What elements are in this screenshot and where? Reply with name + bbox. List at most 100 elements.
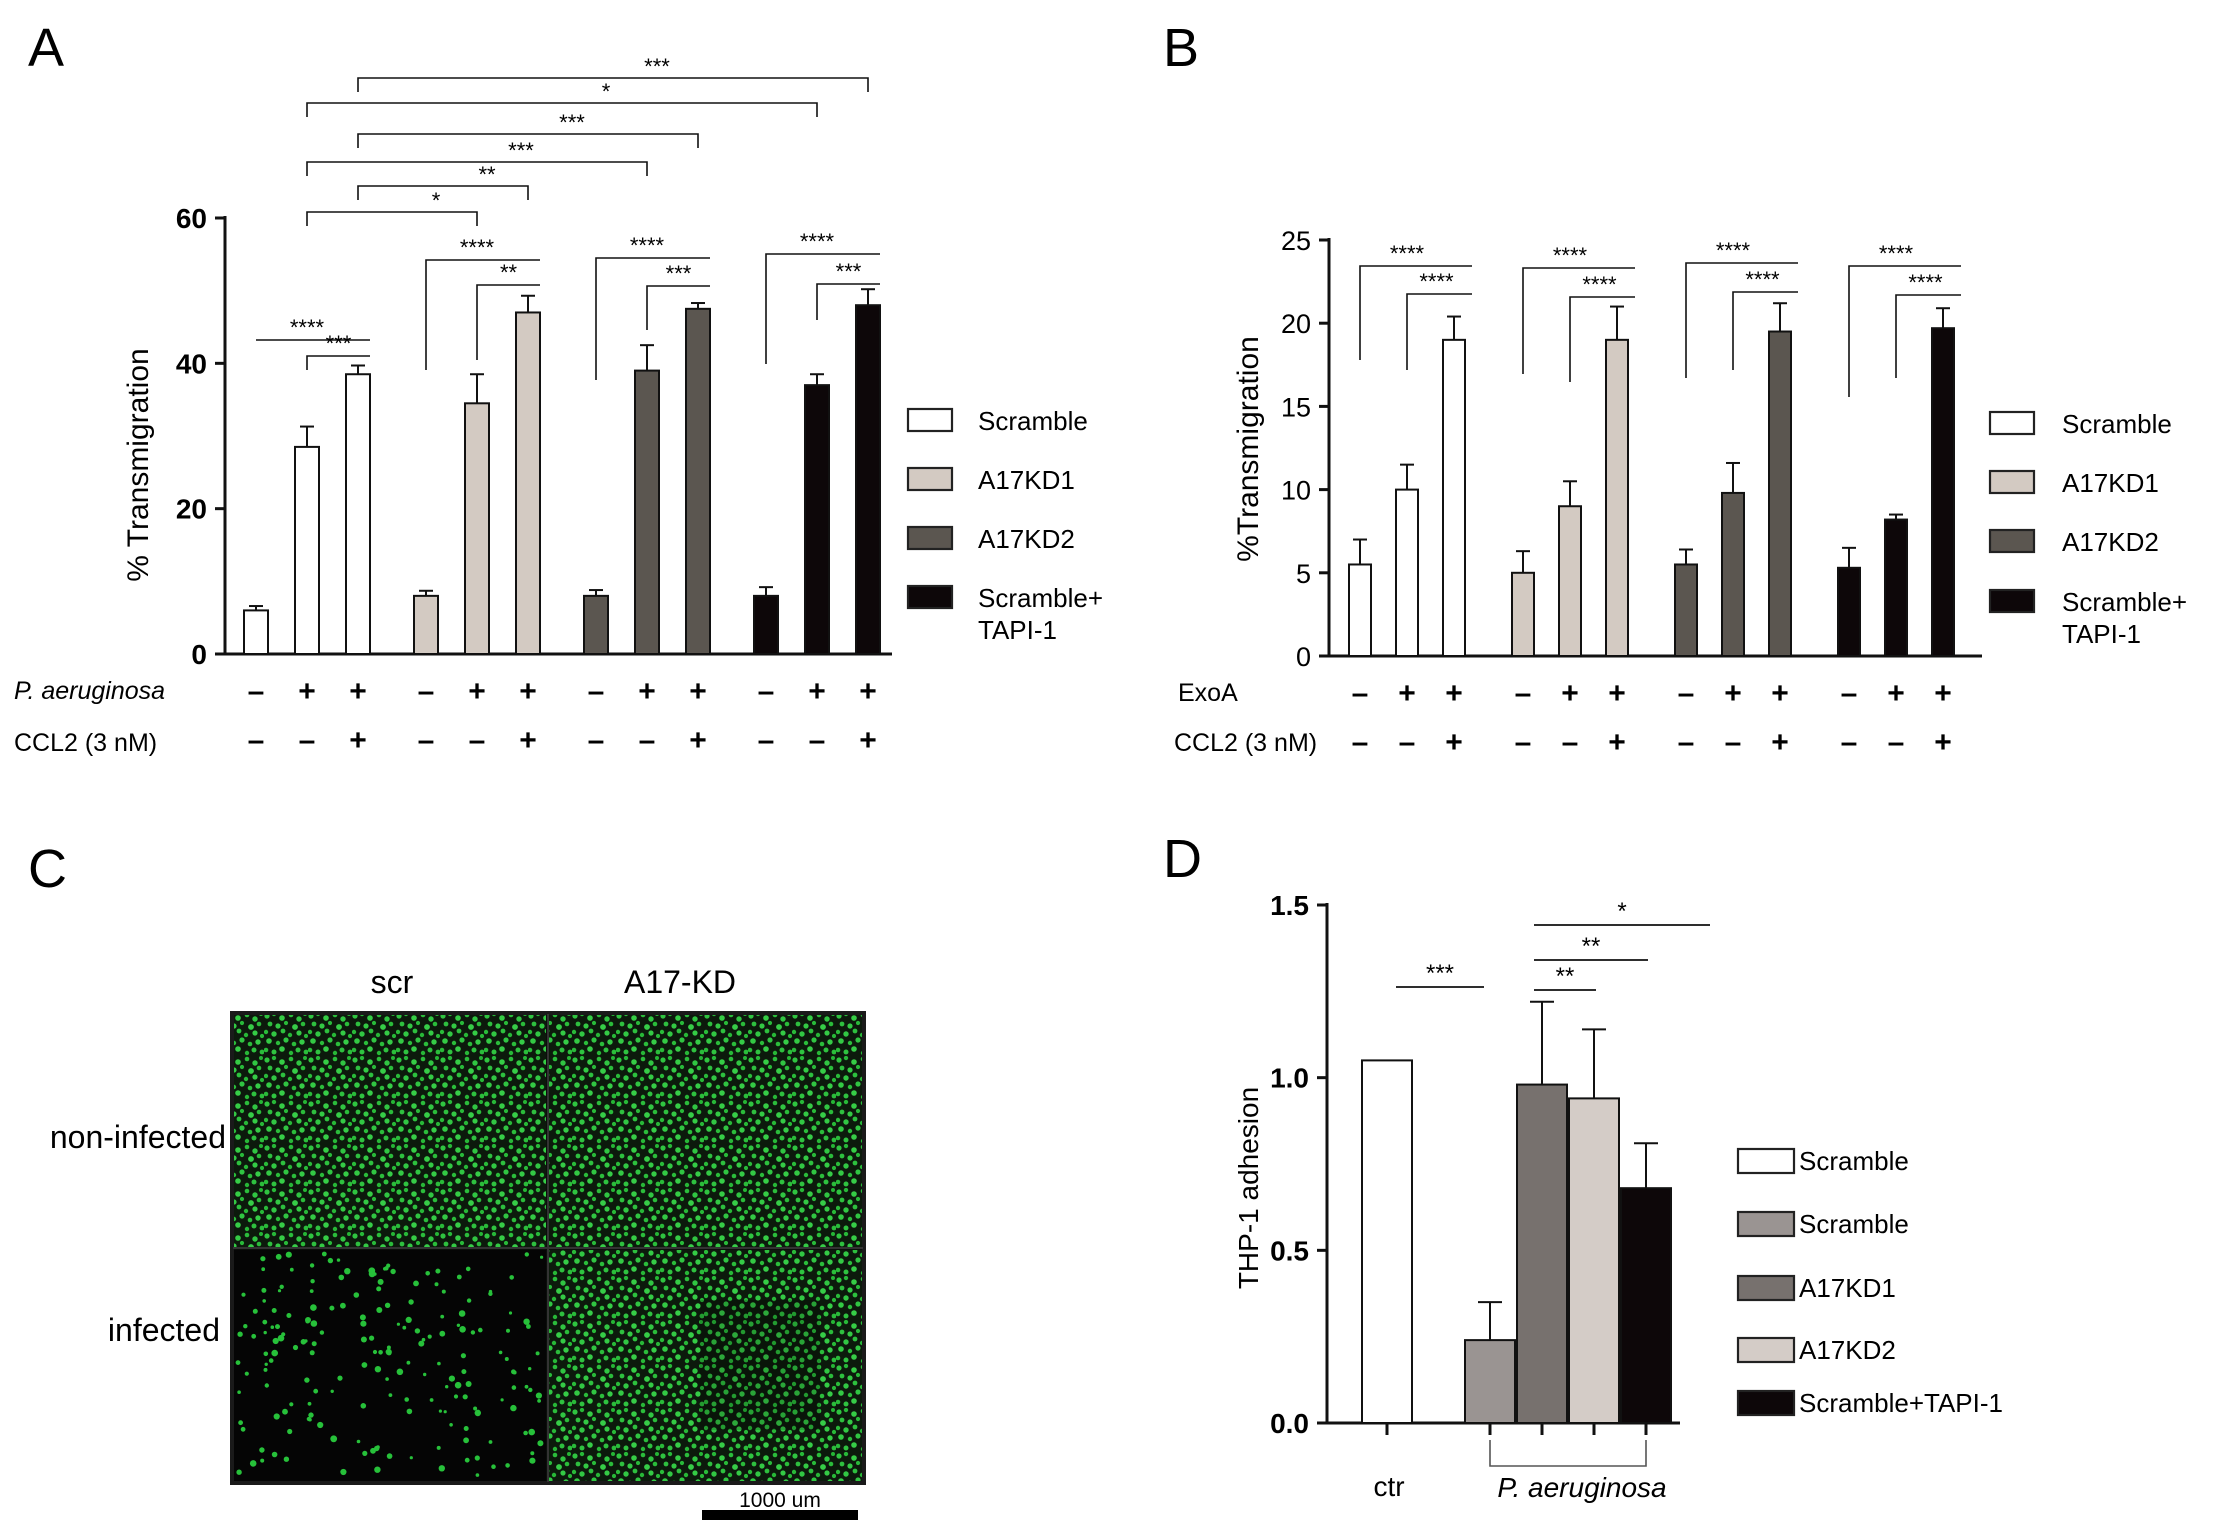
condition-sign: + bbox=[859, 724, 877, 757]
legend-swatch-scramble-ctr bbox=[1736, 1147, 1796, 1175]
significance-label: *** bbox=[559, 110, 585, 135]
fluorescent-cell bbox=[289, 1267, 294, 1272]
fluorescent-cell bbox=[512, 1370, 517, 1375]
fluorescent-cell bbox=[356, 1439, 361, 1444]
condition-sign: + bbox=[1771, 677, 1789, 710]
fluorescent-cell bbox=[235, 1360, 241, 1365]
bar bbox=[1464, 1339, 1516, 1424]
fluorescent-cell bbox=[309, 1289, 314, 1293]
fluorescent-cell bbox=[448, 1375, 455, 1382]
condition-sign: + bbox=[1561, 677, 1579, 710]
fluorescent-cell bbox=[408, 1299, 414, 1305]
bar bbox=[1442, 338, 1466, 657]
fluorescent-cell bbox=[414, 1328, 421, 1334]
fluorescent-cell bbox=[456, 1323, 461, 1328]
significance-bracket bbox=[646, 285, 710, 330]
significance-label: * bbox=[602, 79, 611, 104]
condition-sign: + bbox=[808, 675, 826, 708]
fluorescent-cell bbox=[460, 1353, 466, 1359]
fluorescent-cell bbox=[359, 1314, 366, 1321]
y-tick-label: 1.0 bbox=[1270, 1063, 1309, 1094]
fluorescent-cell bbox=[272, 1337, 279, 1345]
fluorescent-cell bbox=[488, 1291, 493, 1297]
fluorescent-cell bbox=[244, 1371, 249, 1376]
significance-bracket bbox=[1569, 296, 1635, 382]
y-tick-label: 0 bbox=[1296, 642, 1311, 672]
significance-label: ** bbox=[478, 162, 496, 187]
fluorescent-cell bbox=[237, 1331, 243, 1337]
y-tick-label: 60 bbox=[176, 203, 207, 234]
legend-label-tapi: Scramble+TAPI-1 bbox=[978, 583, 1103, 645]
legend-swatch-scramble bbox=[906, 407, 954, 433]
fluorescent-cell bbox=[458, 1310, 466, 1317]
bar bbox=[515, 311, 541, 655]
fluorescent-cell bbox=[473, 1406, 478, 1411]
bar bbox=[1931, 327, 1955, 657]
significance-bracket bbox=[1732, 291, 1798, 370]
fluorescent-cell bbox=[287, 1428, 293, 1435]
significance-bracket bbox=[1406, 293, 1472, 370]
fluorescent-cell bbox=[336, 1258, 341, 1262]
legend-label-scramble: Scramble bbox=[978, 406, 1088, 436]
fluorescent-cell bbox=[259, 1447, 265, 1453]
condition-sign: + bbox=[1934, 677, 1952, 710]
fluorescent-cell bbox=[449, 1423, 453, 1427]
panel-letter-d: D bbox=[1163, 829, 1202, 889]
y-tick-label: 5 bbox=[1296, 559, 1311, 589]
y-tick-label: 20 bbox=[1281, 309, 1311, 339]
panel-b-row-label-exoa: ExoA bbox=[1178, 679, 1238, 707]
fluorescent-cell bbox=[384, 1302, 391, 1309]
condition-sign: – bbox=[1841, 677, 1858, 710]
significance-bracket bbox=[765, 253, 880, 364]
significance-label: *** bbox=[836, 259, 862, 284]
panel-a-chart: % Transmigration 0204060––+–++*******––+… bbox=[14, 54, 1103, 757]
fluorescent-cell bbox=[292, 1344, 299, 1351]
fluorescent-cell bbox=[271, 1308, 277, 1313]
y-tick-label: 20 bbox=[176, 494, 207, 525]
fluorescent-cell bbox=[537, 1399, 541, 1403]
significance-bracket bbox=[425, 259, 540, 370]
fluorescent-cell bbox=[453, 1394, 459, 1399]
fluorescent-cell bbox=[385, 1377, 389, 1381]
fluorescent-cell bbox=[279, 1284, 284, 1290]
fluorescent-cell bbox=[360, 1403, 367, 1409]
fluorescent-cell bbox=[383, 1267, 387, 1271]
fluorescent-cell bbox=[402, 1325, 407, 1330]
fluorescent-cell bbox=[390, 1268, 396, 1275]
condition-sign: – bbox=[1352, 726, 1369, 759]
y-tick-label: 40 bbox=[176, 348, 207, 379]
fluorescent-cell bbox=[488, 1440, 493, 1444]
significance-label: ** bbox=[1556, 963, 1575, 990]
fluorescent-cell bbox=[438, 1409, 442, 1413]
fluorescent-cell bbox=[537, 1440, 544, 1447]
fluorescent-cell bbox=[311, 1341, 317, 1347]
fluorescent-cell bbox=[454, 1381, 462, 1389]
fluorescent-cell bbox=[427, 1334, 432, 1339]
significance-label: **** bbox=[1419, 269, 1454, 294]
condition-sign: – bbox=[1562, 726, 1579, 759]
fluorescent-cell bbox=[524, 1252, 529, 1257]
fluorescent-cell bbox=[465, 1381, 472, 1387]
fluorescent-cell bbox=[474, 1455, 480, 1461]
fluorescent-cell bbox=[237, 1390, 241, 1394]
panel-b-legend: Scramble A17KD1 A17KD2 Scramble+ TAPI-1 bbox=[1988, 409, 2187, 649]
bar bbox=[294, 445, 320, 655]
significance-label: *** bbox=[644, 54, 670, 79]
fluorescent-cell bbox=[376, 1286, 382, 1292]
fluorescent-cell bbox=[308, 1412, 314, 1418]
legend-swatch-tapi bbox=[1736, 1389, 1796, 1417]
condition-sign: + bbox=[1608, 726, 1626, 759]
panel-c-row-label-noninfected: non-infected bbox=[50, 1119, 226, 1155]
fluorescent-cell bbox=[528, 1367, 532, 1371]
image-kd-noninfected bbox=[549, 1015, 862, 1247]
fluorescent-cell bbox=[405, 1316, 412, 1323]
panel-d-xlabel-pathogen: P. aeruginosa bbox=[1497, 1472, 1666, 1503]
significance-label: * bbox=[1617, 898, 1626, 925]
condition-sign: – bbox=[248, 724, 265, 757]
fluorescent-cell bbox=[396, 1322, 400, 1326]
fluorescent-cell bbox=[463, 1437, 469, 1444]
fluorescent-cell bbox=[368, 1267, 376, 1275]
image-scr-infected-cells bbox=[235, 1251, 544, 1477]
fluorescent-cell bbox=[434, 1282, 439, 1287]
fluorescent-cell bbox=[529, 1457, 536, 1464]
